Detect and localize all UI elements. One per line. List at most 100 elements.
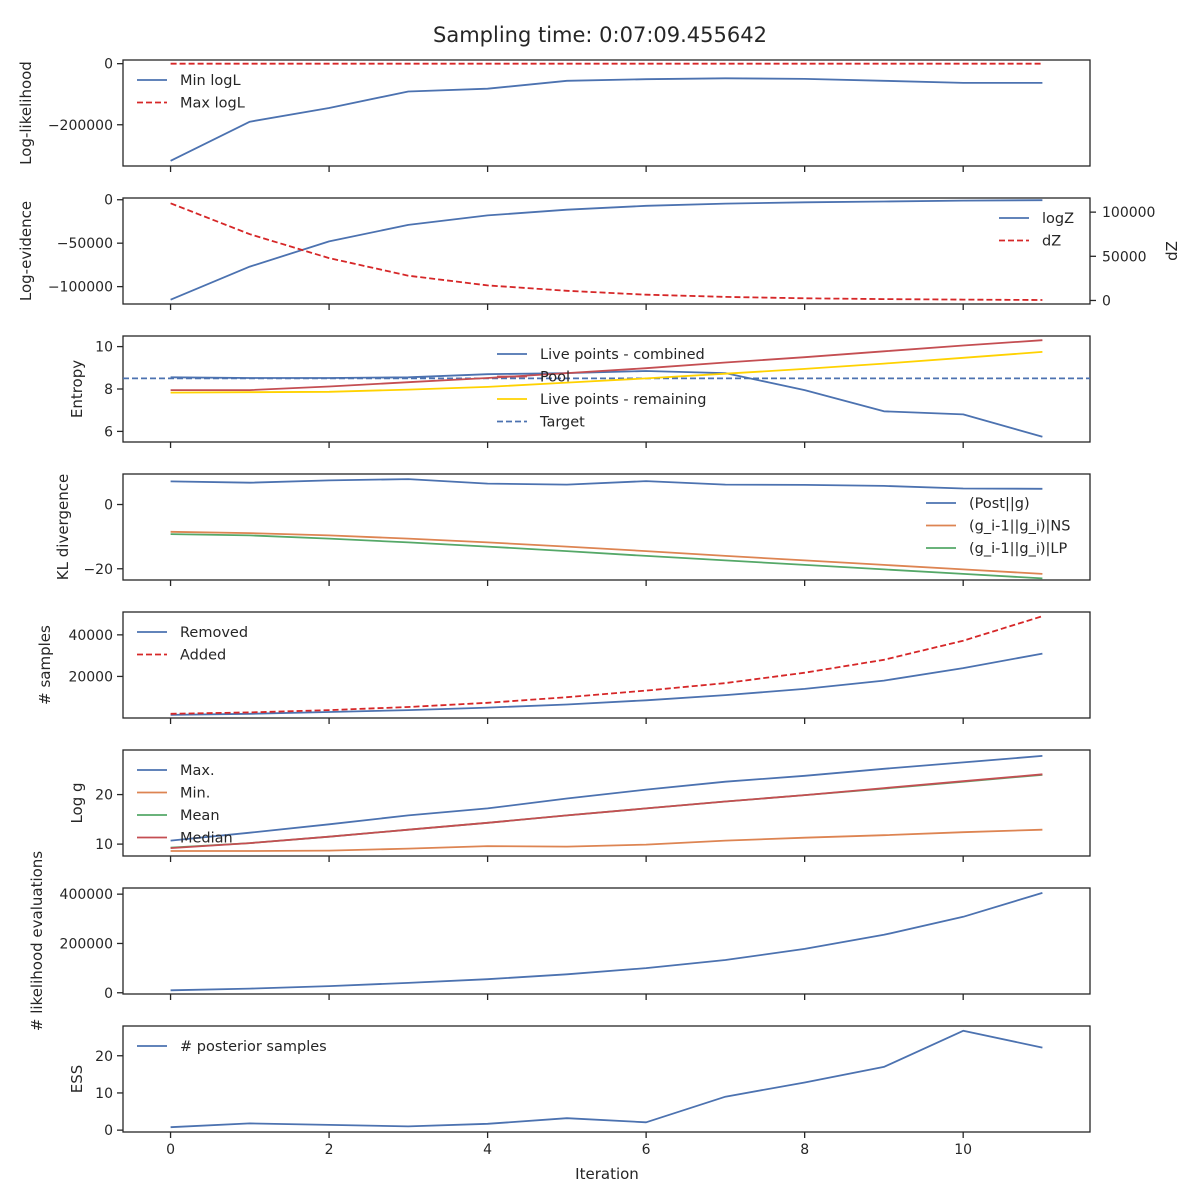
plot-area [170, 1029, 1043, 1129]
legend-label: Live points - remaining [540, 392, 706, 408]
legend: (Post||g) (g_i-1||g_i)|NS (g_i-1||g_i)|LP [926, 496, 1070, 557]
series-line-2 [170, 339, 1043, 392]
legend-label: (g_i-1||g_i)|LP [969, 541, 1067, 557]
plot-area [123, 339, 1090, 438]
legend-label: Mean [180, 808, 220, 824]
y-tick-label: 10 [95, 1086, 113, 1102]
plot-area [170, 755, 1043, 852]
subplot-6: 20 10 Log g Max. Min. Mean Median [68, 749, 1091, 862]
y-axis-label: Entropy [68, 360, 86, 418]
legend: Removed Added [137, 625, 248, 664]
y-axis-label: Log g [68, 782, 86, 823]
y-tick-label: 20 [95, 1049, 113, 1065]
series-line-1 [170, 199, 1043, 301]
y-axis-label: KL divergence [54, 474, 72, 580]
legend-label: # posterior samples [180, 1039, 327, 1055]
y-tick-label: 0 [104, 498, 113, 514]
y-tick-label: 20 [95, 788, 113, 804]
legend-label: Target [539, 415, 585, 431]
y-axis-label: # likelihood evaluations [28, 851, 46, 1031]
series-line-2 [170, 828, 1043, 852]
series-line-2 [170, 530, 1043, 575]
subplot-4: 0 −20 KL divergence (Post||g) (g_i-1||g_i)|N… [54, 473, 1091, 586]
legend: logZ dZ [999, 211, 1074, 250]
series-line-1 [170, 652, 1043, 716]
y-tick-label: 20000 [68, 669, 113, 685]
subplot-stack: 0 −20 0 0 0 0 Log-likelihood Min logL Max logL 0 −… [17, 57, 1181, 1158]
y-axis-label: ESS [68, 1065, 86, 1094]
plot-frame [122, 59, 1091, 167]
legend-label: Added [180, 648, 226, 664]
y-tick-label: −20 [83, 562, 113, 578]
legend-label: (g_i-1||g_i)|NS [969, 519, 1070, 535]
y-tick-label: 0 [104, 57, 113, 73]
legend-label: Pool [540, 370, 570, 386]
subplot-5: 40000 20000 # samples Removed Added [36, 611, 1091, 724]
right-y-tick-label: 100000 [1102, 205, 1155, 221]
plot-area [170, 62, 1043, 162]
legend-label: Removed [180, 625, 248, 641]
y-tick-label: 0 [104, 986, 113, 1002]
legend: Max. Min. Mean Median [137, 763, 233, 847]
y-tick-label: 0 [104, 1123, 113, 1139]
plot-frame [122, 197, 1091, 305]
y-tick-label: 40000 [68, 628, 113, 644]
plot-frame [122, 887, 1091, 995]
y-tick-label: 10 [95, 837, 113, 853]
legend-label: Max. [180, 763, 215, 779]
series-line-1 [170, 478, 1043, 490]
y-tick-label: 6 [104, 424, 113, 440]
x-axis-label: Iteration [575, 1165, 639, 1183]
plot-area [170, 892, 1043, 992]
right-y-tick-label: 0 [1102, 293, 1111, 309]
series-line-3 [170, 533, 1043, 580]
legend-label: Min. [180, 786, 210, 802]
right-y-tick-label: 50000 [1102, 249, 1147, 265]
x-tick-label: 10 [954, 1142, 972, 1158]
y-axis-label: Log-evidence [17, 201, 35, 301]
legend-label: logZ [1042, 211, 1074, 227]
y-tick-label: −100000 [48, 280, 113, 296]
plot-area [170, 478, 1043, 580]
x-tick-label: 0 [166, 1142, 175, 1158]
figure-title: Sampling time: 0:07:09.455642 [433, 23, 767, 47]
subplot-1: 0 −200000 Log-likelihood Min logL Max logL [17, 57, 1091, 172]
series-line-1 [170, 892, 1043, 992]
plot-frame [122, 611, 1091, 719]
x-tick-label: 4 [483, 1142, 492, 1158]
legend-label: Live points - combined [540, 347, 705, 363]
y-tick-label: −50000 [57, 236, 113, 252]
series-line-1 [170, 755, 1043, 842]
legend-label: Min logL [180, 73, 241, 89]
plot-frame [122, 473, 1091, 581]
x-tick-label: 6 [642, 1142, 651, 1158]
legend-label: Max logL [180, 96, 245, 112]
y-axis-label: Log-likelihood [17, 61, 35, 165]
legend-label: dZ [1042, 234, 1061, 250]
series-line-1 [170, 1029, 1043, 1129]
subplot-8: 0 2 4 6 8 10 20 10 0 ESS # posterior samples [68, 1025, 1091, 1158]
series-line-4 [170, 773, 1043, 849]
series-line-2 [170, 202, 1043, 301]
y-tick-label: 0 [104, 193, 113, 209]
y-tick-label: 200000 [60, 936, 113, 952]
y-tick-label: 10 [95, 340, 113, 356]
plot-area [170, 615, 1043, 716]
subplot-2: 0 −50000 −100000 100000 50000 0 dZ Log-evidence… [17, 193, 1181, 310]
x-tick-label: 8 [800, 1142, 809, 1158]
y-axis-label: # samples [36, 625, 54, 705]
y-tick-label: 8 [104, 382, 113, 398]
x-tick-label: 2 [325, 1142, 334, 1158]
subplot-7: 400000 200000 0 # likelihood evaluations [28, 851, 1091, 1031]
series-line-1 [170, 370, 1043, 438]
legend-label: Median [180, 831, 233, 847]
series-line-1 [170, 77, 1043, 162]
plot-area [170, 199, 1043, 301]
series-line-3 [170, 351, 1043, 394]
legend-label: (Post||g) [969, 496, 1030, 512]
legend: Min logL Max logL [137, 73, 245, 112]
plot-frame [122, 1025, 1091, 1133]
legend: Live points - combined Pool Live points - … [497, 347, 706, 431]
